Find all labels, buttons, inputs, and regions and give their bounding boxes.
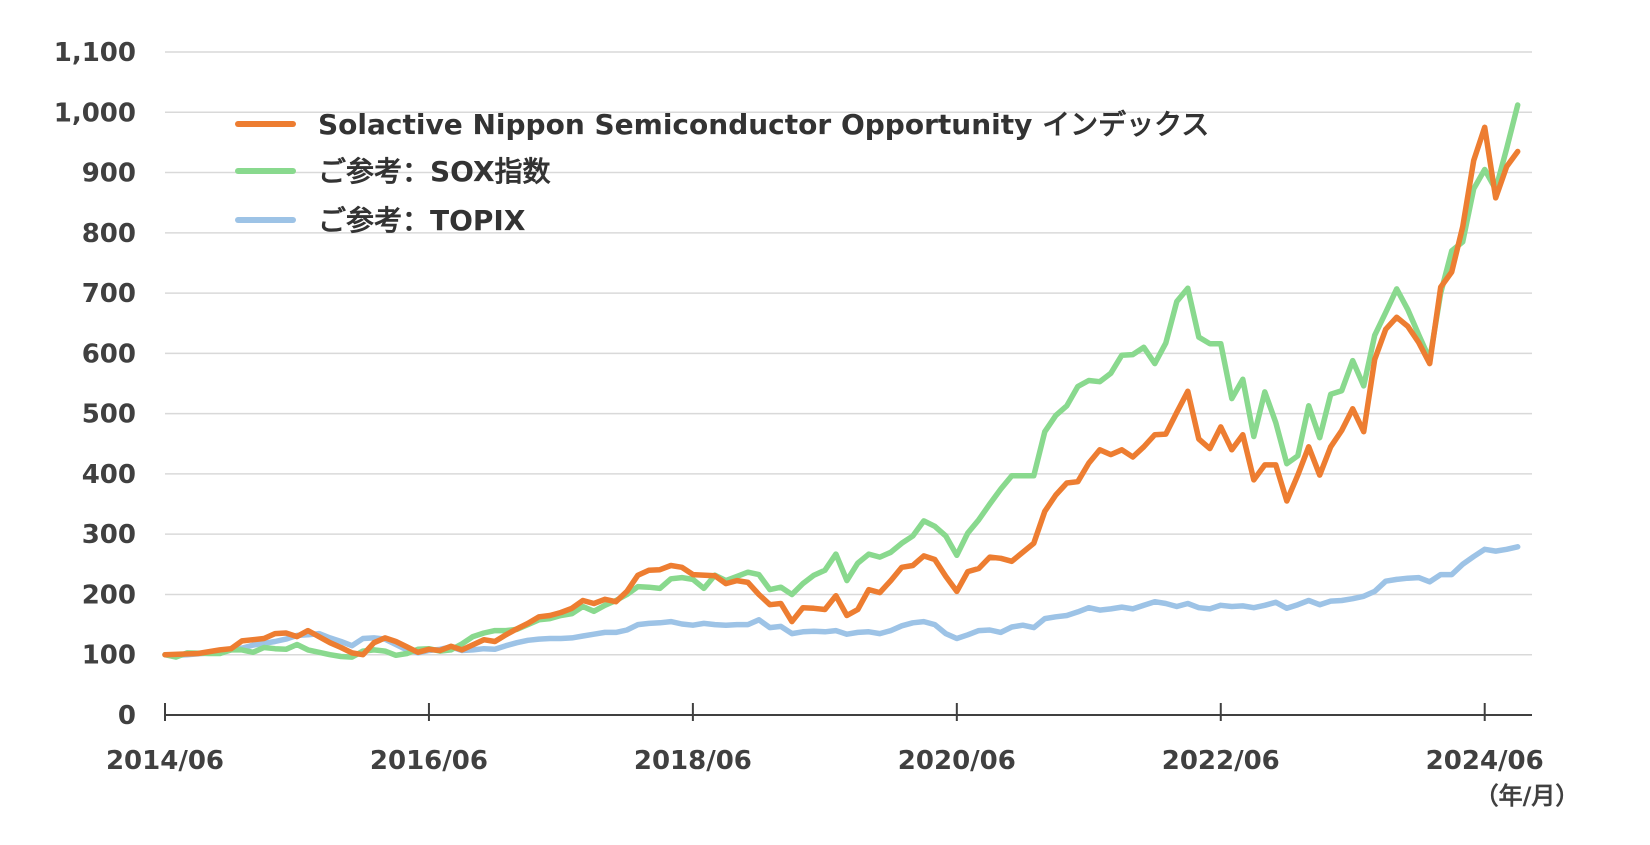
- series-lines: [162, 102, 1521, 660]
- x-axis-unit-label: （年/月）: [1475, 782, 1580, 810]
- legend-item-solactive: Solactive Nippon Semiconductor Opportuni…: [235, 108, 1209, 141]
- y-tick-label: 1,000: [54, 98, 136, 128]
- x-tick-label: 2014/06: [106, 746, 224, 776]
- y-tick-label: 1,100: [54, 38, 136, 68]
- legend: Solactive Nippon Semiconductor Opportuni…: [235, 108, 1209, 237]
- y-axis-ticks: 0 100 200 300 400 500 600 700 800 900 1,000 1,100: [54, 38, 136, 731]
- series-line-sox: [162, 102, 1521, 660]
- y-tick-label: 700: [82, 279, 136, 309]
- legend-label: ご参考：SOX指数: [318, 155, 552, 188]
- legend-label: ご参考：TOPIX: [318, 204, 526, 237]
- y-tick-label: 600: [82, 339, 136, 369]
- y-tick-label: 0: [118, 701, 136, 731]
- y-tick-label: 200: [82, 580, 136, 610]
- x-tick-label: 2016/06: [370, 746, 488, 776]
- y-tick-label: 800: [82, 219, 136, 249]
- y-tick-label: 500: [82, 400, 136, 430]
- x-axis-ticks: 2014/06 2016/06 2018/06 2020/06 2022/06 2024/…: [106, 703, 1544, 776]
- y-tick-label: 900: [82, 159, 136, 189]
- gridlines: [165, 51, 1532, 656]
- x-tick-label: 2022/06: [1162, 746, 1280, 776]
- y-tick-label: 400: [82, 460, 136, 490]
- y-tick-label: 100: [82, 641, 136, 671]
- x-tick-label: 2020/06: [898, 746, 1016, 776]
- y-tick-label: 300: [82, 520, 136, 550]
- legend-label: Solactive Nippon Semiconductor Opportuni…: [318, 108, 1209, 141]
- legend-item-sox: ご参考：SOX指数: [235, 155, 552, 188]
- x-tick-label: 2024/06: [1426, 746, 1544, 776]
- legend-item-topix: ご参考：TOPIX: [235, 204, 526, 237]
- series-line-solactive: [162, 124, 1521, 658]
- x-tick-label: 2018/06: [634, 746, 752, 776]
